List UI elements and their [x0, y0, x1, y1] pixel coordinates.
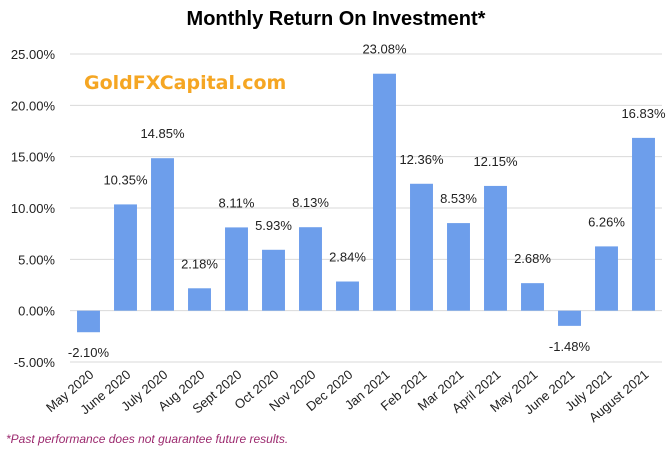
- data-label: -1.48%: [549, 339, 591, 354]
- data-label: 6.26%: [588, 214, 625, 229]
- bar: [558, 310, 581, 326]
- bars: [77, 73, 655, 333]
- y-tick-label: 10.00%: [11, 201, 56, 216]
- bar: [521, 283, 544, 311]
- data-label: 2.68%: [514, 251, 551, 266]
- data-label: 2.84%: [329, 250, 366, 265]
- y-tick-label: 0.00%: [18, 304, 55, 319]
- bar: [299, 227, 322, 311]
- data-label: 14.85%: [140, 126, 185, 141]
- data-label: 16.83%: [621, 106, 666, 121]
- y-tick-label: -5.00%: [14, 355, 56, 370]
- y-tick-label: 25.00%: [11, 47, 56, 62]
- data-label: -2.10%: [68, 345, 110, 360]
- bar: [77, 310, 100, 333]
- bar: [225, 227, 248, 311]
- bar: [373, 73, 396, 311]
- data-label: 23.08%: [362, 42, 407, 57]
- data-label: 2.18%: [181, 256, 218, 271]
- data-label: 5.93%: [255, 218, 292, 233]
- data-label: 12.15%: [473, 154, 518, 169]
- data-label: 8.53%: [440, 191, 477, 206]
- bar: [188, 288, 211, 311]
- data-label: 8.11%: [219, 195, 255, 210]
- watermark-text: GoldFXCapital.com: [84, 72, 286, 94]
- bar: [484, 185, 507, 311]
- y-tick-label: 15.00%: [11, 150, 56, 165]
- bar: [410, 183, 433, 311]
- bar: [336, 281, 359, 311]
- data-label: 10.35%: [103, 172, 148, 187]
- chart-title: Monthly Return On Investment*: [187, 8, 486, 30]
- data-label: 8.13%: [292, 195, 329, 210]
- bar: [262, 249, 285, 311]
- bar: [447, 223, 470, 311]
- bar: [632, 137, 655, 311]
- y-tick-label: 20.00%: [11, 98, 56, 113]
- footnote-text: *Past performance does not guarantee fut…: [6, 432, 288, 446]
- data-label: 12.36%: [399, 152, 444, 167]
- bar: [151, 158, 174, 311]
- y-tick-label: 5.00%: [18, 252, 55, 267]
- y-axis-ticks: -5.00% 0.00% 5.00% 10.00% 15.00% 20.00% 25.00%: [11, 47, 56, 370]
- bar: [114, 204, 137, 311]
- data-labels: -2.10% 10.35% 14.85% 2.18% 8.11%5.93%8.13% 2.…: [68, 42, 666, 361]
- bar: [595, 246, 618, 311]
